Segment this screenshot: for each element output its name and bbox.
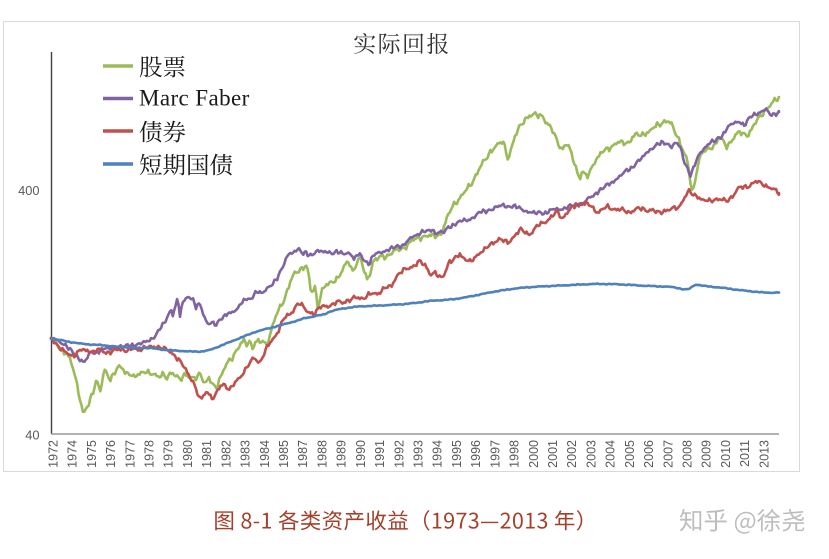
svg-text:2008: 2008 <box>681 440 695 468</box>
svg-text:2007: 2007 <box>661 440 675 468</box>
svg-text:1991: 1991 <box>373 440 387 468</box>
svg-text:1975: 1975 <box>85 440 99 468</box>
svg-text:1989: 1989 <box>335 440 349 468</box>
svg-text:1995: 1995 <box>450 440 464 468</box>
svg-text:1979: 1979 <box>162 440 176 468</box>
svg-text:1981: 1981 <box>200 440 214 468</box>
svg-text:1996: 1996 <box>469 440 483 468</box>
svg-text:1998: 1998 <box>508 440 522 468</box>
svg-text:2004: 2004 <box>604 440 618 468</box>
svg-text:1992: 1992 <box>392 440 406 468</box>
svg-text:2001: 2001 <box>546 440 560 468</box>
svg-text:2005: 2005 <box>623 440 637 468</box>
svg-text:1972: 1972 <box>46 440 60 468</box>
svg-text:Marc Faber: Marc Faber <box>139 86 250 111</box>
svg-text:1990: 1990 <box>354 440 368 468</box>
svg-text:1980: 1980 <box>181 440 195 468</box>
svg-text:1994: 1994 <box>431 440 445 468</box>
svg-text:1987: 1987 <box>296 440 310 468</box>
svg-text:2011: 2011 <box>738 440 752 467</box>
svg-text:400: 400 <box>18 183 39 198</box>
svg-text:1988: 1988 <box>315 440 329 468</box>
svg-text:2003: 2003 <box>584 440 598 468</box>
svg-text:1976: 1976 <box>104 440 118 468</box>
svg-text:2009: 2009 <box>700 440 714 468</box>
svg-text:1978: 1978 <box>143 440 157 468</box>
svg-text:1997: 1997 <box>488 440 502 468</box>
svg-text:2000: 2000 <box>527 440 541 468</box>
svg-text:1974: 1974 <box>66 440 80 468</box>
svg-text:1982: 1982 <box>219 440 233 468</box>
svg-text:1985: 1985 <box>277 440 291 468</box>
svg-text:2002: 2002 <box>565 440 579 468</box>
svg-text:2006: 2006 <box>642 440 656 468</box>
svg-text:40: 40 <box>25 427 39 442</box>
svg-text:1984: 1984 <box>258 440 272 468</box>
svg-text:1977: 1977 <box>123 440 137 468</box>
svg-text:2010: 2010 <box>719 440 733 468</box>
svg-text:1993: 1993 <box>412 440 426 468</box>
svg-text:1983: 1983 <box>239 440 253 468</box>
svg-text:2013: 2013 <box>757 440 771 468</box>
